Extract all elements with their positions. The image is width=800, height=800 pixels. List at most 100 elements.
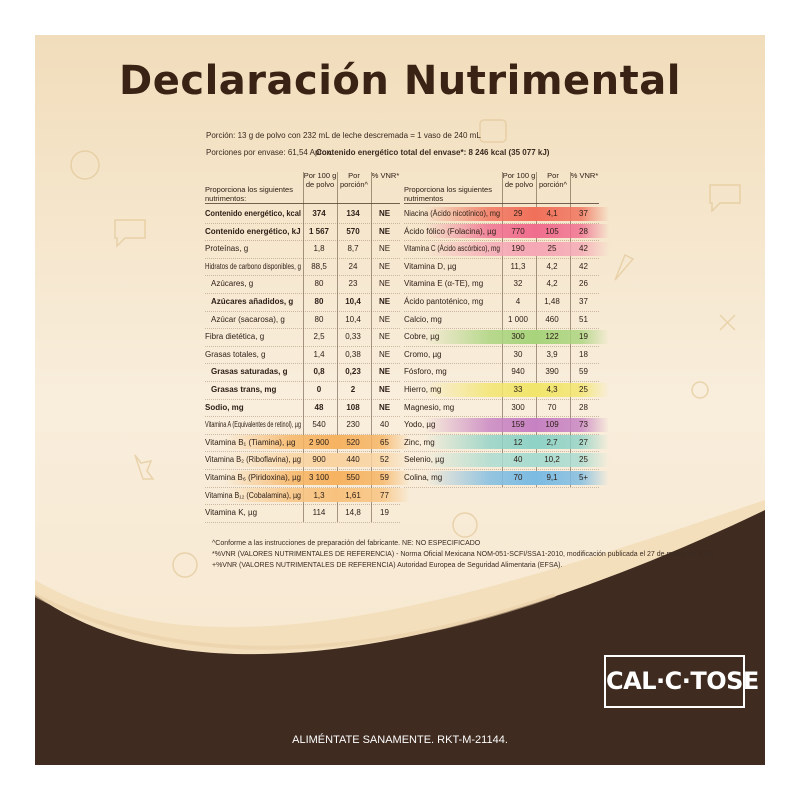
cell-value: 19 <box>570 328 597 345</box>
nutrient-name-text: Vitamina B₁ (Tiamina), µg <box>205 437 296 447</box>
column-header: Proporciona los siguientes nutrimentos: <box>205 185 303 203</box>
cell-value-text: 29 <box>513 209 523 218</box>
cell-value: 2 900 <box>303 434 335 451</box>
cell-value: 48 <box>303 399 335 416</box>
cell-value-text: 37 <box>579 297 588 306</box>
nutrient-name-text: Fibra dietética, g <box>205 332 265 342</box>
cell-value-text: 88,5 <box>311 261 327 271</box>
cell-value: NE <box>371 275 398 292</box>
cell-value: 300 <box>502 399 534 416</box>
row-rule <box>205 381 400 382</box>
row-rule <box>404 275 599 277</box>
row-highlight <box>424 241 609 256</box>
cell-value-text: 0,23 <box>345 367 361 377</box>
row-rule <box>205 275 400 277</box>
cell-value: 1 567 <box>303 223 335 240</box>
cell-value-text: 10,4 <box>345 297 361 306</box>
column-rule <box>502 172 503 487</box>
cell-value: 1 000 <box>502 311 534 328</box>
nutrient-name-text: Ácido fólico (Folacina), µg <box>404 226 497 236</box>
cell-value-text: 42 <box>579 261 588 271</box>
column-rule <box>303 172 304 522</box>
cell-value-text: 19 <box>579 332 588 342</box>
cell-value: NE <box>371 240 398 257</box>
cell-value-text: 440 <box>346 455 360 465</box>
cell-value: 2 <box>337 381 369 398</box>
column-rule <box>337 172 338 522</box>
row-rule <box>404 381 599 382</box>
cell-value: 940 <box>502 363 534 380</box>
cell-value: 300 <box>502 328 534 345</box>
nutrient-name: Hidratos de carbono disponibles, g <box>205 258 301 275</box>
nutrient-name: Vitamina B₁ (Tiamina), µg <box>205 434 301 451</box>
cell-value: 3,9 <box>536 346 568 363</box>
cell-value: 19 <box>371 504 398 521</box>
row-rule <box>205 363 400 365</box>
nutrient-name: Grasas saturadas, g <box>211 363 301 380</box>
cell-value: 40 <box>371 416 398 433</box>
column-header: % VNR* <box>570 171 599 181</box>
cell-value-text: 4,1 <box>546 209 558 218</box>
nutrient-name: Selenio, µg <box>404 451 500 468</box>
cell-value-text: 0,38 <box>345 349 361 359</box>
nutrient-name: Fibra dietética, g <box>205 328 301 345</box>
cell-value-text: 70 <box>547 402 557 412</box>
cell-value: 8,7 <box>337 240 369 257</box>
cell-value: 18 <box>570 346 597 363</box>
nutrient-name: Cobre, µg <box>404 328 500 345</box>
cell-value: 25 <box>536 240 568 257</box>
cell-value-text: 122 <box>545 332 559 342</box>
background <box>35 35 765 765</box>
cell-value-text: NE <box>378 244 391 254</box>
nutrient-name: Proteínas, g <box>205 240 301 257</box>
cell-value-text: 1,48 <box>544 297 560 306</box>
row-rule <box>205 504 400 506</box>
cell-value: 88,5 <box>303 258 335 275</box>
cell-value-text: 2,7 <box>546 437 558 447</box>
cell-value: 37 <box>570 293 597 310</box>
cell-value-text: 374 <box>312 209 326 218</box>
nutrient-name-text: Niacina (Ácido nicotínico), mg <box>404 209 500 218</box>
cell-value: 900 <box>303 451 335 468</box>
row-rule <box>404 486 599 488</box>
cell-value: 2,5 <box>303 328 335 345</box>
cell-value: 1,8 <box>303 240 335 257</box>
row-rule <box>404 451 599 453</box>
nutrient-name-text: Proteínas, g <box>205 244 249 254</box>
row-rule <box>205 345 400 347</box>
cell-value-text: 10,2 <box>544 455 560 465</box>
cell-value-text: 520 <box>346 437 360 447</box>
row-highlight <box>424 329 609 344</box>
cell-value: 0,33 <box>337 328 369 345</box>
cell-value-text: 0 <box>316 385 322 394</box>
nutrient-name: Grasas trans, mg <box>211 381 301 398</box>
cell-value-text: 1 567 <box>308 226 330 236</box>
row-rule <box>205 433 400 435</box>
header-rule <box>205 203 400 204</box>
cell-value: 32 <box>502 275 534 292</box>
cell-value: 0,23 <box>337 363 369 380</box>
cell-value-text: 59 <box>380 473 389 482</box>
nutrient-name: Vitamina K, µg <box>205 504 301 521</box>
cell-value-text: 940 <box>511 367 525 377</box>
nutrient-name-text: Ácido pantoténico, mg <box>404 297 484 306</box>
nutrient-name-text: Cromo, µg <box>404 349 442 359</box>
cell-value-text: 28 <box>579 226 588 236</box>
cell-value-text: 42 <box>579 244 588 254</box>
nutrient-name: Yodo, µg <box>404 416 500 433</box>
cell-value: 23 <box>337 275 369 292</box>
header-rule <box>404 203 599 204</box>
cell-value-text: 4 <box>515 297 521 306</box>
nutrient-name-text: Vitamina C (Ácido ascórbico), mg <box>404 244 500 254</box>
nutrient-name-text: Vitamina B₆ (Piridoxina), µg <box>205 473 301 482</box>
cell-value: 65 <box>371 434 398 451</box>
column-header-text: % VNR* <box>371 171 400 180</box>
cell-value: 24 <box>337 258 369 275</box>
cell-value-text: 25 <box>579 385 588 394</box>
column-header-text: Proporciona los siguientes nutrimentos <box>404 185 492 203</box>
cell-value-text: 40 <box>380 420 389 430</box>
cell-value: 25 <box>570 451 597 468</box>
cell-value: 1,61 <box>337 487 369 504</box>
cell-value: 42 <box>570 240 597 257</box>
